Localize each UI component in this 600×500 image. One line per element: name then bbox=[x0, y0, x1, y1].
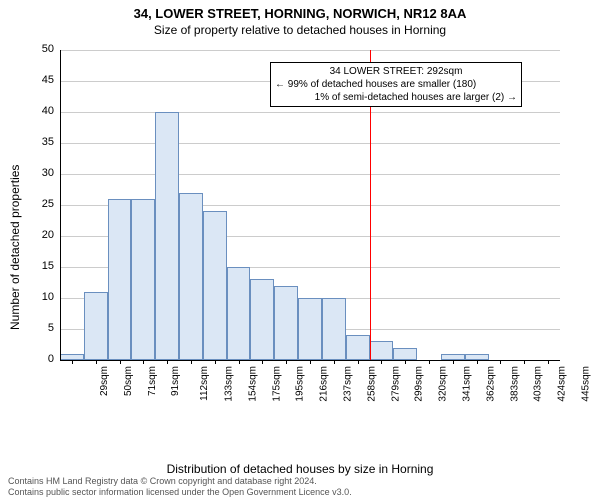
chart-container: 34, LOWER STREET, HORNING, NORWICH, NR12… bbox=[0, 0, 600, 500]
histogram-bar bbox=[250, 279, 274, 360]
x-tick-label: 403sqm bbox=[533, 366, 544, 402]
x-tick-label: 383sqm bbox=[509, 366, 520, 402]
x-tick-label: 341sqm bbox=[462, 366, 473, 402]
y-tick-label: 50 bbox=[30, 43, 54, 55]
x-tick-label: 424sqm bbox=[557, 366, 568, 402]
x-tick-mark bbox=[120, 360, 121, 364]
y-tick-label: 45 bbox=[30, 74, 54, 86]
x-tick-mark bbox=[477, 360, 478, 364]
x-tick-label: 216sqm bbox=[319, 366, 330, 402]
histogram-bar bbox=[346, 335, 370, 360]
annotation-box: 34 LOWER STREET: 292sqm← 99% of detached… bbox=[270, 62, 522, 107]
histogram-bar bbox=[84, 292, 108, 360]
x-tick-mark bbox=[453, 360, 454, 364]
y-tick-label: 5 bbox=[30, 322, 54, 334]
x-tick-mark bbox=[358, 360, 359, 364]
x-tick-label: 362sqm bbox=[485, 366, 496, 402]
x-tick-mark bbox=[191, 360, 192, 364]
x-tick-mark bbox=[429, 360, 430, 364]
grid-line bbox=[60, 143, 560, 144]
x-tick-label: 320sqm bbox=[438, 366, 449, 402]
x-tick-mark bbox=[524, 360, 525, 364]
x-tick-label: 279sqm bbox=[390, 366, 401, 402]
histogram-bar bbox=[155, 112, 179, 360]
x-tick-label: 71sqm bbox=[147, 366, 158, 396]
plot-area: 0510152025303540455029sqm50sqm71sqm91sqm… bbox=[60, 50, 560, 410]
x-tick-mark bbox=[334, 360, 335, 364]
x-tick-label: 50sqm bbox=[123, 366, 134, 396]
histogram-bar bbox=[131, 199, 155, 360]
x-tick-mark bbox=[96, 360, 97, 364]
x-tick-label: 258sqm bbox=[366, 366, 377, 402]
x-tick-mark bbox=[500, 360, 501, 364]
x-tick-mark bbox=[310, 360, 311, 364]
x-tick-mark bbox=[548, 360, 549, 364]
y-tick-label: 35 bbox=[30, 136, 54, 148]
y-tick-label: 40 bbox=[30, 105, 54, 117]
histogram-bar bbox=[370, 341, 394, 360]
annotation-line-2: ← 99% of detached houses are smaller (18… bbox=[275, 78, 517, 91]
x-tick-mark bbox=[262, 360, 263, 364]
x-tick-label: 195sqm bbox=[295, 366, 306, 402]
x-tick-mark bbox=[167, 360, 168, 364]
y-tick-label: 30 bbox=[30, 167, 54, 179]
x-tick-label: 154sqm bbox=[247, 366, 258, 402]
histogram-bar bbox=[393, 348, 417, 360]
page-subtitle: Size of property relative to detached ho… bbox=[0, 21, 600, 37]
y-tick-label: 20 bbox=[30, 229, 54, 241]
x-tick-mark bbox=[72, 360, 73, 364]
histogram-bar bbox=[179, 193, 203, 360]
x-tick-label: 29sqm bbox=[99, 366, 110, 396]
annotation-line-3: 1% of semi-detached houses are larger (2… bbox=[275, 91, 517, 104]
grid-line bbox=[60, 174, 560, 175]
grid-line bbox=[60, 50, 560, 51]
x-tick-label: 299sqm bbox=[414, 366, 425, 402]
histogram-bar bbox=[227, 267, 251, 360]
x-tick-mark bbox=[215, 360, 216, 364]
histogram-bar bbox=[298, 298, 322, 360]
x-tick-label: 133sqm bbox=[224, 366, 235, 402]
y-tick-label: 25 bbox=[30, 198, 54, 210]
footer-line-2: Contains public sector information licen… bbox=[8, 487, 352, 498]
x-tick-label: 445sqm bbox=[581, 366, 592, 402]
annotation-line-1: 34 LOWER STREET: 292sqm bbox=[275, 65, 517, 78]
x-tick-label: 112sqm bbox=[199, 366, 210, 401]
x-axis-label: Distribution of detached houses by size … bbox=[0, 462, 600, 476]
footer-line-1: Contains HM Land Registry data © Crown c… bbox=[8, 476, 352, 487]
grid-line bbox=[60, 112, 560, 113]
histogram-bar bbox=[203, 211, 227, 360]
x-tick-label: 237sqm bbox=[343, 366, 354, 402]
y-tick-label: 15 bbox=[30, 260, 54, 272]
x-tick-mark bbox=[286, 360, 287, 364]
y-tick-label: 10 bbox=[30, 291, 54, 303]
y-tick-label: 0 bbox=[30, 353, 54, 365]
x-tick-label: 175sqm bbox=[271, 366, 282, 402]
page-title: 34, LOWER STREET, HORNING, NORWICH, NR12… bbox=[0, 0, 600, 21]
footer-attribution: Contains HM Land Registry data © Crown c… bbox=[8, 476, 352, 498]
x-tick-mark bbox=[381, 360, 382, 364]
x-tick-mark bbox=[405, 360, 406, 364]
histogram-bar bbox=[322, 298, 346, 360]
x-tick-mark bbox=[143, 360, 144, 364]
y-axis-line bbox=[60, 50, 61, 360]
histogram-bar bbox=[108, 199, 132, 360]
y-axis-label: Number of detached properties bbox=[8, 165, 22, 330]
x-tick-mark bbox=[239, 360, 240, 364]
x-tick-label: 91sqm bbox=[170, 366, 181, 396]
histogram-bar bbox=[274, 286, 298, 360]
